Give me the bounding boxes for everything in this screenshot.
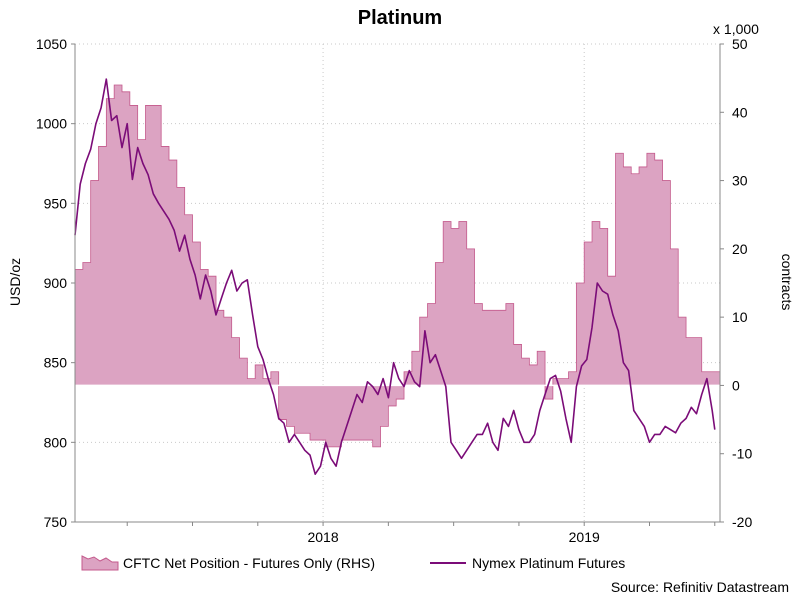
cftc-area-series (74, 84, 721, 448)
right-tick-label-2: 0 (732, 377, 740, 393)
right-tick-label-1: -10 (732, 446, 752, 462)
platinum-line-series (74, 78, 716, 476)
left-tick-label-0: 750 (44, 514, 68, 530)
right-axis-ticks: -20 -10 0 10 20 30 40 50 (720, 36, 752, 530)
right-axis-multiplier: x 1,000 (713, 21, 759, 37)
legend-label-cftc: CFTC Net Position - Futures Only (RHS) (123, 555, 375, 571)
right-tick-label-7: 50 (732, 36, 748, 52)
x-tick-label-0: 2018 (307, 529, 338, 545)
source-note: Source: Refinitiv Datastream (611, 579, 789, 595)
x-tick-label-1: 2019 (569, 529, 600, 545)
legend: CFTC Net Position - Futures Only (RHS) N… (81, 555, 625, 571)
left-tick-label-1: 800 (44, 434, 68, 450)
left-axis-ticks: 750 800 850 900 950 1000 1050 (36, 36, 75, 530)
chart-title: Platinum (358, 7, 442, 29)
legend-area-swatch (81, 555, 119, 571)
right-tick-label-6: 40 (732, 104, 748, 120)
left-tick-label-6: 1050 (36, 36, 67, 52)
left-axis-label: USD/oz (7, 258, 23, 306)
right-tick-label-4: 20 (732, 241, 748, 257)
x-axis-ticks: 2018 2019 (126, 522, 716, 545)
right-tick-label-0: -20 (732, 514, 752, 530)
cftc-area (74, 84, 721, 448)
right-tick-label-5: 30 (732, 173, 748, 189)
left-tick-label-4: 950 (44, 195, 68, 211)
left-tick-label-3: 900 (44, 275, 68, 291)
platinum-line (74, 78, 716, 476)
right-tick-label-3: 10 (732, 309, 748, 325)
left-tick-label-5: 1000 (36, 116, 67, 132)
left-tick-label-2: 850 (44, 355, 68, 371)
legend-label-platinum: Nymex Platinum Futures (472, 555, 625, 571)
right-axis-label: contracts (779, 254, 795, 311)
